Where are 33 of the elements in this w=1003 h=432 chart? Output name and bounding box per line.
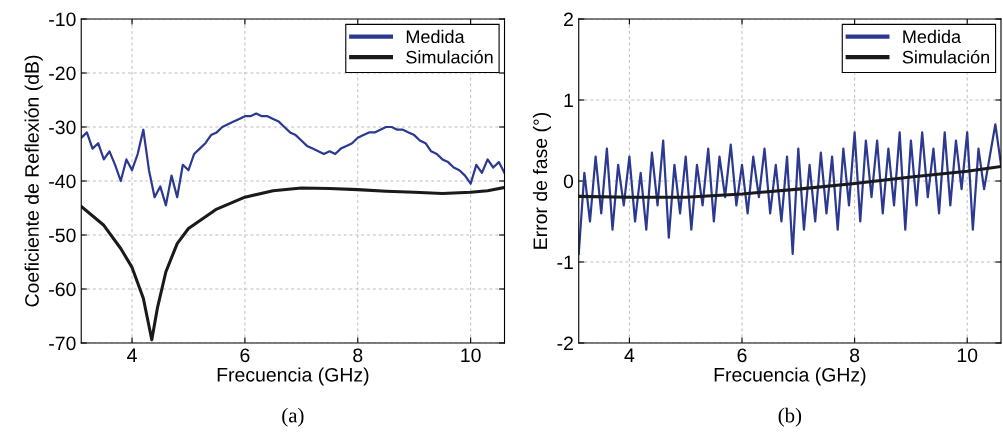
x-tick-label: 10: [461, 348, 481, 363]
text: (b): [778, 407, 802, 427]
y-tick-label: -30: [49, 120, 76, 135]
y-tick-label: -60: [49, 282, 76, 297]
legend-label: Medida: [903, 29, 962, 44]
y-tick-label: -40: [49, 174, 76, 189]
y-tick-label: -2: [557, 336, 573, 351]
y-tick-label: -20: [49, 66, 76, 81]
y-tick-label: 0: [563, 174, 574, 189]
x-tick-label: 6: [737, 348, 747, 363]
y-tick-label: 2: [564, 12, 573, 27]
legend-label: Medida: [406, 29, 465, 44]
text: (a): [282, 407, 304, 427]
legend-label: Simulación: [406, 50, 493, 64]
y-tick-label: -50: [49, 228, 76, 243]
x-axis-title: Frecuencia (GHz): [714, 367, 866, 386]
x-tick-label: 10: [957, 348, 978, 363]
line-series: [578, 123, 1001, 256]
x-axis-title: Frecuencia (GHz): [217, 367, 369, 386]
y-axis-title: Coeficiente de Reflexión (dB): [24, 55, 43, 307]
x-tick-label: 4: [127, 348, 137, 362]
x-tick-label: 8: [353, 348, 363, 363]
x-tick-label: 6: [240, 348, 250, 363]
y-tick-label: -1: [557, 255, 573, 270]
y-axis-title: Error de fase (°): [532, 112, 552, 249]
line-series: [578, 164, 1001, 199]
y-tick-label: -70: [49, 336, 76, 351]
y-tick-label: 1: [564, 93, 573, 108]
x-tick-label: 8: [850, 348, 860, 363]
line-series: [81, 112, 505, 207]
x-tick-label: 4: [624, 348, 635, 362]
legend-label: Simulación: [902, 50, 989, 64]
y-tick-label: -10: [49, 12, 76, 27]
